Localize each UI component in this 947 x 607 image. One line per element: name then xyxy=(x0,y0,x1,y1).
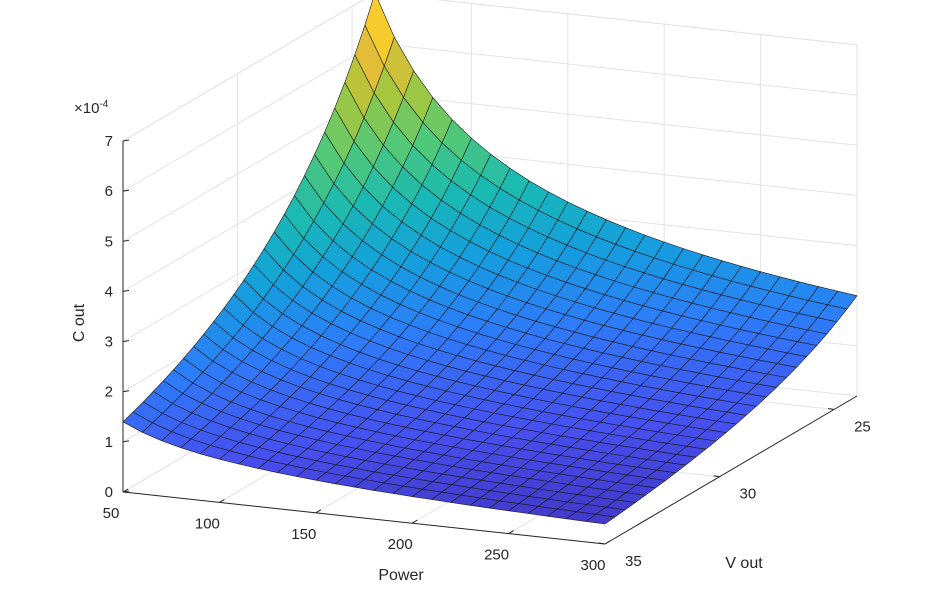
z-tick-label: 6 xyxy=(105,183,113,200)
surface-mesh xyxy=(122,0,858,525)
x-tick-label: 300 xyxy=(580,557,605,574)
z-tick-label: 0 xyxy=(105,484,113,501)
x-tick xyxy=(219,498,225,503)
grid-line xyxy=(435,0,858,46)
x-tick xyxy=(508,530,514,535)
x-axis-label: Power xyxy=(378,567,424,584)
grid-line xyxy=(374,92,858,146)
z-tick-label: 7 xyxy=(105,133,113,150)
z-tick-label: 5 xyxy=(105,233,113,250)
surface-patch xyxy=(122,411,153,433)
tick-labels: 50 100 150 200 250 300 25 30 35 0 1 2 3 4 5 6 7 xyxy=(103,133,871,574)
grid-line xyxy=(374,42,858,96)
x-tick xyxy=(411,519,418,524)
z-tick xyxy=(122,490,130,493)
x-tick xyxy=(604,540,611,545)
y-tick xyxy=(828,407,835,410)
grid-line xyxy=(122,42,376,192)
z-exponent-label: ×10-4 xyxy=(74,99,109,117)
z-tick-label: 3 xyxy=(105,334,113,351)
y-tick-label: 35 xyxy=(625,553,642,570)
z-tick xyxy=(122,390,130,393)
z-exponent-base: ×10 xyxy=(74,100,99,117)
z-tick xyxy=(122,189,130,192)
z-tick xyxy=(122,239,130,242)
x-axis-line xyxy=(122,491,606,545)
x-tick-label: 200 xyxy=(388,536,413,553)
y-tick-label: 25 xyxy=(854,418,871,435)
z-tick-label: 2 xyxy=(105,384,113,401)
z-tick xyxy=(122,340,130,343)
y-tick xyxy=(713,475,720,478)
z-tick xyxy=(122,440,130,443)
axes-lines xyxy=(122,139,858,545)
x-tick-label: 250 xyxy=(484,547,509,564)
x-tick xyxy=(315,509,322,514)
x-tick-label: 150 xyxy=(291,526,316,543)
z-axis-label: C out xyxy=(71,303,88,342)
z-tick xyxy=(122,139,130,142)
z-tick-label: 1 xyxy=(105,434,113,451)
z-tick-label: 4 xyxy=(105,283,113,300)
y-axis-line xyxy=(604,395,858,545)
box-edge xyxy=(435,0,858,46)
y-axis-label: V out xyxy=(725,555,763,572)
y-tick-label: 30 xyxy=(740,486,757,503)
x-tick-label: 100 xyxy=(195,515,220,532)
x-tick-label: 50 xyxy=(103,505,120,522)
z-tick xyxy=(122,289,130,292)
box-edge xyxy=(122,0,365,142)
z-exponent-power: -4 xyxy=(99,99,108,110)
y-tick xyxy=(598,542,606,545)
